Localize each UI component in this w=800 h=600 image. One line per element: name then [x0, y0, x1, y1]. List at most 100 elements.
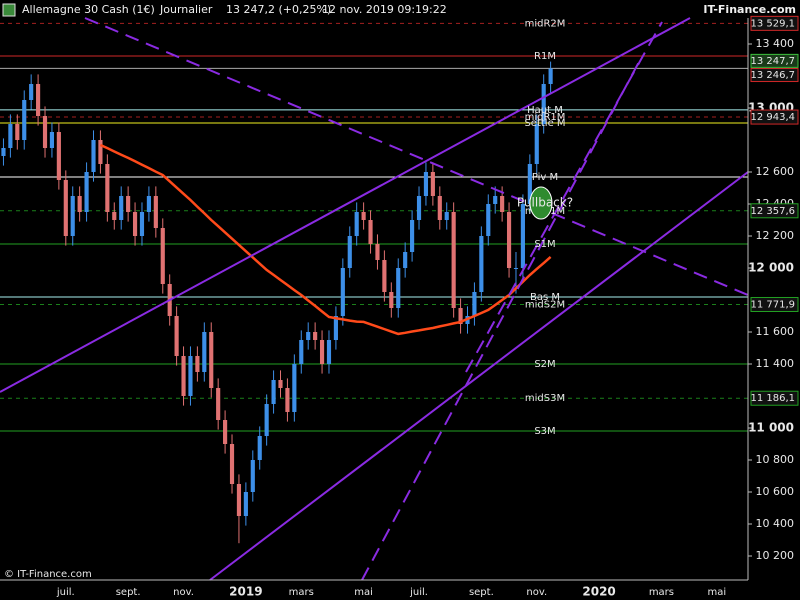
x-tick-label: sept.	[469, 587, 494, 598]
pivot-label: midR1M	[525, 112, 566, 123]
y-tick-label: 10 800	[756, 453, 795, 466]
y-tick-label: 10 200	[756, 549, 795, 562]
candle-body	[160, 228, 165, 284]
pivot-label: S1M	[534, 239, 555, 250]
y-tick-label: 11 400	[756, 357, 795, 370]
candle-body	[548, 68, 553, 84]
candle-body	[236, 484, 242, 516]
candle-body	[70, 196, 75, 236]
x-tick-label: juil.	[409, 587, 428, 598]
candle-body	[202, 332, 207, 372]
candle-body	[77, 196, 82, 212]
x-tick-label: 2019	[229, 585, 262, 599]
candle-body	[472, 292, 477, 316]
candle-body	[209, 332, 214, 388]
candle-body	[493, 196, 498, 204]
candle-body	[223, 420, 228, 444]
logo-icon	[2, 3, 16, 17]
price-box	[750, 390, 799, 406]
candle-body	[444, 212, 449, 220]
x-tick-label: sept.	[116, 587, 141, 598]
candle-body	[368, 220, 373, 244]
candle-body	[534, 124, 539, 164]
candle-body	[500, 196, 505, 212]
candle-body	[139, 212, 145, 236]
candle-body	[361, 212, 366, 220]
candle-body	[375, 244, 380, 260]
x-tick-label: 2020	[582, 585, 615, 599]
y-tick-label: 12 600	[756, 165, 795, 178]
timestamp: 12 nov. 2019 09:19:22	[322, 3, 447, 16]
candle-body	[347, 236, 352, 268]
price-box	[750, 296, 799, 312]
candle-body	[285, 388, 290, 412]
candle-body	[243, 492, 248, 516]
trend-line	[361, 59, 641, 581]
candle-body	[520, 204, 525, 268]
pivot-label: S2M	[534, 359, 555, 370]
x-tick-label: juil.	[56, 587, 75, 598]
candle-body	[416, 196, 422, 220]
candle-body	[403, 252, 408, 268]
trend-line	[209, 171, 749, 581]
candle-body	[458, 308, 463, 324]
candle-body	[333, 316, 338, 340]
candle-body	[229, 444, 235, 484]
candle-body	[181, 356, 186, 396]
x-tick-label: mai	[354, 587, 373, 598]
price-box	[750, 15, 799, 31]
candle-body	[36, 84, 41, 116]
price-box-label: 11 186,1	[750, 393, 795, 404]
y-tick-label: 11 000	[748, 421, 794, 435]
candle-body	[49, 132, 55, 148]
candle-body	[396, 268, 401, 308]
trend-line	[0, 17, 691, 393]
pivot-label: Haut M	[527, 105, 563, 116]
candle-body	[146, 196, 151, 212]
candle-body	[486, 204, 491, 236]
candle-body	[119, 196, 124, 220]
copyright: © IT-Finance.com	[4, 569, 92, 580]
candle-body	[56, 132, 61, 180]
candle-body	[313, 332, 318, 340]
candle-body	[257, 436, 262, 460]
pivot-label: Settle M	[524, 118, 565, 129]
candle-body	[105, 164, 110, 212]
pivot-label: midS2M	[525, 299, 565, 310]
plot-area	[0, 22, 752, 557]
price-box-label: 13 529,1	[750, 18, 795, 29]
candle-body	[430, 172, 435, 196]
candle-body	[174, 316, 179, 356]
candle-body	[319, 340, 325, 364]
candle-body	[84, 172, 89, 212]
candle-body	[451, 212, 456, 308]
candle-body	[479, 236, 484, 292]
trend-line	[84, 17, 749, 296]
y-tick-label: 10 600	[756, 485, 795, 498]
moving-average	[99, 143, 552, 336]
candle-body	[250, 460, 255, 492]
y-tick-label: 12 000	[748, 261, 794, 275]
candle-body	[15, 124, 20, 140]
pivot-label: midS3M	[525, 393, 565, 404]
y-tick-label: 10 400	[756, 517, 795, 530]
candle-body	[126, 196, 131, 212]
annotation-marker	[529, 186, 553, 220]
candle-body	[382, 260, 387, 292]
candle-body	[410, 220, 415, 252]
candle-body	[389, 292, 394, 308]
candle-body	[340, 268, 345, 316]
price-box	[750, 68, 799, 83]
candle-body	[506, 212, 512, 268]
last-quote: 13 247,2 (+0,25%)	[226, 3, 331, 16]
candle-body	[153, 196, 158, 228]
y-tick-label: 11 600	[756, 325, 795, 338]
price-box-label: 12 943,4	[750, 112, 795, 123]
price-box	[750, 109, 799, 125]
x-tick-label: nov.	[173, 587, 194, 598]
candle-body	[264, 404, 269, 436]
candle-body	[423, 172, 429, 196]
candle-body	[278, 380, 283, 388]
